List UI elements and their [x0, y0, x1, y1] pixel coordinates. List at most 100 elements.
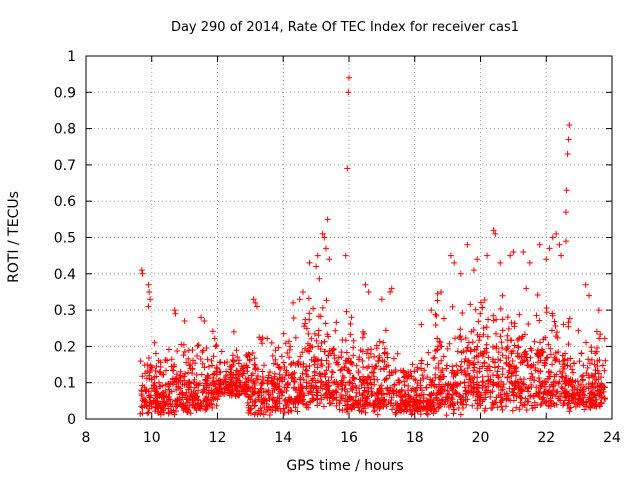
data-point: [197, 400, 204, 407]
data-point: [534, 351, 541, 358]
data-point: [387, 384, 394, 391]
data-point: [582, 402, 589, 409]
data-point: [251, 403, 258, 410]
data-point: [567, 355, 574, 362]
data-point: [601, 395, 608, 402]
data-point: [374, 411, 381, 418]
data-point: [294, 398, 301, 405]
data-point: [538, 346, 545, 353]
data-point: [567, 363, 574, 370]
data-point: [587, 404, 594, 411]
data-point: [463, 401, 470, 408]
data-point: [536, 378, 543, 385]
data-point: [153, 363, 160, 370]
data-point: [474, 331, 481, 338]
data-point: [382, 327, 389, 334]
data-point: [437, 339, 444, 346]
data-point: [490, 312, 497, 319]
data-point: [479, 382, 486, 389]
data-point: [435, 374, 442, 381]
data-point: [326, 256, 333, 263]
data-point: [272, 347, 279, 354]
data-point: [180, 352, 187, 359]
data-point: [381, 366, 388, 373]
data-point: [145, 303, 152, 310]
data-point: [350, 352, 357, 359]
x-tick-label: 12: [209, 430, 227, 446]
data-point: [503, 395, 510, 402]
data-point: [303, 402, 310, 409]
data-point: [563, 388, 570, 395]
data-point: [346, 380, 353, 387]
data-point: [497, 357, 504, 364]
data-point: [588, 389, 595, 396]
data-point: [421, 367, 428, 374]
data-point: [379, 385, 386, 392]
data-point: [510, 389, 517, 396]
data-point: [356, 354, 363, 361]
data-point: [194, 393, 201, 400]
data-point: [420, 375, 427, 382]
data-point: [561, 356, 568, 363]
data-point: [454, 370, 461, 377]
data-point: [414, 385, 421, 392]
data-point: [329, 369, 336, 376]
data-point: [534, 402, 541, 409]
data-point: [445, 403, 452, 410]
data-point: [343, 349, 350, 356]
data-point: [464, 241, 471, 248]
data-point: [185, 386, 192, 393]
data-point: [535, 359, 542, 366]
data-point: [274, 405, 281, 412]
data-point: [468, 389, 475, 396]
data-point: [514, 350, 521, 357]
data-point: [204, 396, 211, 403]
data-point: [183, 359, 190, 366]
data-point: [509, 358, 516, 365]
data-point: [234, 368, 241, 375]
data-point: [217, 381, 224, 388]
data-point: [337, 367, 344, 374]
data-point: [356, 407, 363, 414]
x-tick-label: 24: [603, 430, 621, 446]
data-point: [457, 380, 464, 387]
data-point: [557, 397, 564, 404]
data-point: [590, 394, 597, 401]
data-point: [444, 345, 451, 352]
data-point: [563, 187, 570, 194]
data-point: [509, 407, 516, 414]
data-point: [465, 382, 472, 389]
data-point: [542, 360, 549, 367]
data-point: [499, 406, 506, 413]
data-point: [281, 409, 288, 416]
data-point: [324, 331, 331, 338]
data-point: [521, 349, 528, 356]
data-point: [249, 384, 256, 391]
data-point: [433, 394, 440, 401]
data-point: [567, 376, 574, 383]
data-point: [323, 367, 330, 374]
data-point: [530, 361, 537, 368]
data-point: [525, 398, 532, 405]
data-point: [321, 338, 328, 345]
data-point: [237, 367, 244, 374]
data-point: [353, 389, 360, 396]
data-point: [457, 363, 464, 370]
data-point: [318, 379, 325, 386]
data-point: [139, 410, 146, 417]
data-point: [584, 364, 591, 371]
data-point: [464, 365, 471, 372]
data-point: [350, 344, 357, 351]
data-point: [332, 327, 339, 334]
data-point: [390, 355, 397, 362]
data-point: [504, 374, 511, 381]
data-point: [525, 388, 532, 395]
data-point: [515, 344, 522, 351]
data-point: [388, 285, 395, 292]
data-point: [405, 392, 412, 399]
data-point: [301, 323, 308, 330]
data-point: [499, 365, 506, 372]
data-point: [353, 384, 360, 391]
data-point: [152, 350, 159, 357]
data-point: [378, 296, 385, 303]
